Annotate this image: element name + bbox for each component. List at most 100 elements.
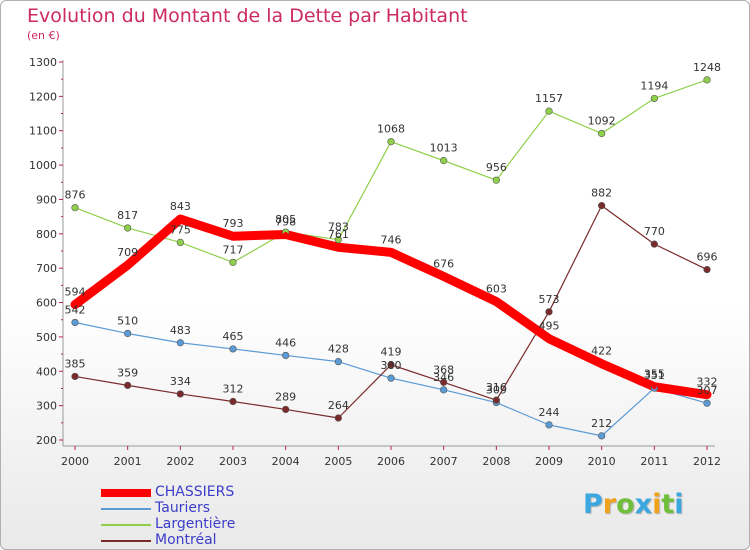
data-label: 316 [486, 381, 507, 394]
data-point [492, 396, 500, 404]
data-point [546, 336, 552, 342]
x-tick-label: 2002 [166, 455, 194, 468]
x-tick-label: 2008 [482, 455, 510, 468]
data-point [440, 378, 448, 386]
data-point [124, 224, 132, 232]
data-label: 334 [170, 375, 191, 388]
logo-letter: i [674, 489, 684, 520]
legend-item: CHASSIERS [101, 484, 401, 501]
data-label: 289 [275, 390, 296, 403]
logo-letter: t [661, 489, 675, 520]
series-points [71, 76, 711, 440]
data-point [176, 390, 184, 398]
legend-label: Tauriers [155, 500, 210, 516]
y-tick-label: 400 [36, 365, 57, 378]
data-label: 309 [486, 384, 507, 397]
y-tick-label: 800 [36, 228, 57, 241]
data-label: 385 [65, 357, 86, 370]
logo-letter: r [602, 489, 617, 520]
x-tick-label: 2003 [219, 455, 247, 468]
data-label: 956 [486, 161, 507, 174]
data-label: 761 [328, 228, 349, 241]
data-point [177, 216, 183, 222]
data-point [545, 107, 553, 115]
data-point [176, 238, 184, 247]
data-point [71, 204, 79, 212]
data-point [493, 299, 499, 305]
data-label: 876 [65, 189, 86, 202]
logo-letter: i [652, 489, 662, 520]
data-label: 805 [275, 213, 296, 226]
data-point [598, 129, 606, 138]
data-point [71, 372, 79, 381]
data-label: 428 [328, 343, 349, 356]
legend-label: Largentière [155, 516, 236, 532]
data-point [704, 392, 710, 398]
data-label: 264 [328, 399, 349, 412]
data-point [650, 240, 658, 248]
data-point [229, 397, 237, 406]
proxiti-logo: Proxiti [583, 489, 684, 520]
x-tick-label: 2000 [61, 455, 89, 468]
legend-swatch [101, 508, 151, 510]
data-point [125, 262, 131, 268]
data-label: 603 [486, 283, 507, 296]
data-point [176, 339, 184, 347]
data-label: 212 [591, 417, 612, 430]
data-label: 798 [275, 216, 296, 229]
y-tick-label: 1100 [29, 125, 57, 138]
data-point [335, 244, 341, 250]
data-point [124, 381, 132, 389]
data-label: 1248 [693, 61, 721, 74]
data-point [283, 232, 289, 238]
data-label: 312 [223, 383, 244, 396]
data-label: 717 [223, 243, 244, 256]
y-tick-label: 200 [36, 434, 57, 447]
x-tick-label: 2005 [324, 455, 352, 468]
data-label: 843 [170, 200, 191, 213]
data-label: 594 [65, 286, 86, 299]
data-label: 244 [539, 406, 560, 419]
data-point [703, 76, 711, 84]
data-point [230, 233, 236, 239]
data-label: 332 [697, 376, 718, 389]
data-point [334, 414, 342, 422]
legend-swatch [101, 489, 151, 497]
x-tick-label: 2010 [588, 455, 616, 468]
data-point [387, 361, 395, 369]
data-label: 1092 [588, 114, 616, 127]
chart-subtitle: (en €) [27, 29, 60, 42]
data-label: 676 [433, 257, 454, 270]
x-tick-label: 2001 [114, 455, 142, 468]
x-tick-label: 2009 [535, 455, 563, 468]
data-label: 709 [117, 246, 138, 259]
chart-title: Evolution du Montant de la Dette par Hab… [27, 5, 468, 27]
data-label: 465 [223, 330, 244, 343]
data-point [72, 302, 78, 308]
data-label: 359 [117, 366, 138, 379]
logo-letter: o [616, 489, 635, 520]
logo-letter: x [634, 489, 653, 520]
legend-swatch [101, 524, 151, 526]
data-point [282, 405, 290, 414]
legend-item: Largentière [101, 516, 401, 533]
y-tick-label: 1200 [29, 90, 57, 103]
data-label: 419 [381, 346, 402, 359]
data-label: 882 [591, 187, 612, 200]
legend-label: Montréal [155, 532, 217, 548]
data-point [703, 265, 711, 274]
data-point [651, 384, 657, 390]
data-label: 307 [697, 384, 718, 397]
legend-swatch [101, 540, 151, 542]
data-point [387, 138, 395, 146]
data-point [334, 358, 342, 366]
data-label: 355 [644, 368, 665, 381]
data-label: 1068 [377, 123, 405, 136]
y-tick-label: 600 [36, 297, 57, 310]
data-point [334, 236, 342, 244]
y-tick-label: 300 [36, 400, 57, 413]
y-tick-label: 700 [36, 262, 57, 275]
y-tick-label: 500 [36, 331, 57, 344]
